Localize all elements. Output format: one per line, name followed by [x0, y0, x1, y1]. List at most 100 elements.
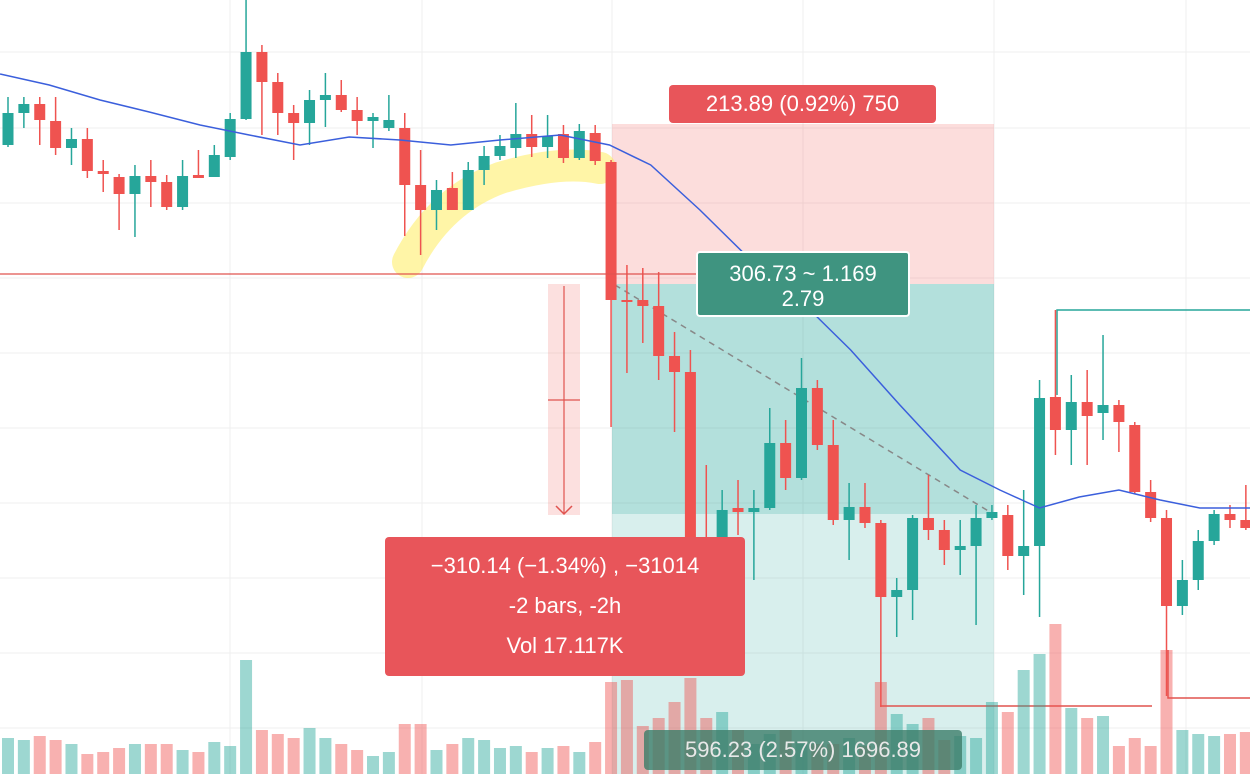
volume-bar [541, 748, 554, 774]
candle-body [288, 113, 300, 123]
volume-bar [335, 744, 348, 774]
volume-bar [493, 748, 506, 774]
candle-body [1176, 580, 1188, 606]
candle-body [1208, 514, 1220, 541]
candle-body [526, 134, 538, 147]
candle-body [811, 388, 823, 445]
volume-bar [1176, 730, 1189, 774]
volume-bar [620, 680, 633, 774]
volume-bar [1223, 734, 1236, 774]
volume-bar [255, 730, 268, 774]
candle-body [224, 119, 236, 157]
candle-body [986, 512, 998, 518]
volume-bar [208, 742, 221, 774]
volume-bar [1112, 746, 1125, 774]
candle-body [97, 171, 109, 174]
volume-bar [1017, 670, 1030, 774]
candle-body [1240, 520, 1250, 528]
volume-bar [462, 738, 475, 774]
candle-body [891, 590, 903, 597]
candle-body [161, 182, 173, 207]
volume-bar [81, 754, 94, 774]
candle-body [780, 443, 792, 478]
candle-body [1097, 405, 1109, 413]
candle-body [1145, 492, 1157, 518]
candle-body [907, 518, 919, 590]
candle-body [81, 139, 93, 171]
candle-body [716, 510, 728, 545]
candle-body [843, 507, 855, 520]
volume-bar [1097, 716, 1110, 774]
candle-body [827, 445, 839, 520]
volume-bar [128, 744, 141, 774]
ratio-text: 2.79 [781, 286, 825, 312]
volume-bar [224, 746, 237, 774]
volume-bar [303, 728, 316, 774]
ratio-label: 306.73 ~ 1.169 2.79 [696, 251, 910, 317]
volume-bar [113, 748, 126, 774]
measure-text: -2 bars, -2h [508, 593, 622, 618]
candle-body [351, 110, 363, 121]
volume-bar [287, 738, 300, 774]
candle-body [430, 190, 442, 210]
candle-body [1081, 402, 1093, 416]
candle-body [653, 306, 665, 356]
volume-bar [351, 750, 364, 774]
candle-body [684, 372, 696, 560]
volume-bar [430, 750, 443, 774]
candle-body [875, 523, 887, 597]
candle-body [272, 82, 284, 113]
volume-bar [1144, 746, 1157, 774]
volume-bar [97, 752, 110, 774]
candle-body [557, 134, 569, 158]
target-line [1056, 309, 1250, 395]
candle-body [938, 530, 950, 550]
candle-body [256, 52, 268, 82]
candle-body [621, 300, 633, 302]
volume-bar [478, 740, 491, 774]
candle-body [510, 134, 522, 148]
volume-bar [573, 752, 586, 774]
candle-body [113, 177, 125, 194]
volume-bar [192, 752, 205, 774]
candle-body [542, 136, 554, 147]
volume-bar [49, 740, 62, 774]
volume-bar [1049, 624, 1062, 774]
candle-body [478, 156, 490, 170]
candle-body [494, 146, 506, 156]
candle-body [1002, 515, 1014, 556]
volume-bar [414, 724, 427, 774]
candle-body [605, 162, 617, 300]
candle-body [145, 176, 157, 182]
candle-body [796, 388, 807, 478]
volume-bar [446, 744, 459, 774]
volume-bar [1160, 650, 1173, 774]
ruler-arrow [555, 505, 573, 516]
measure-text: −310.14 (−1.34%) , −31014 [430, 553, 700, 578]
volume-bar [970, 738, 983, 774]
volume-bar [1001, 712, 1014, 774]
candle-body [1065, 402, 1077, 430]
stop-label: 596.23 (2.57%) 1696.89 [644, 730, 962, 770]
volume-bar [1033, 654, 1046, 774]
candle-body [415, 185, 427, 210]
volume-bar [509, 746, 522, 774]
volume-bar [160, 744, 173, 774]
candle-body [1192, 541, 1204, 580]
volume-bar [17, 740, 30, 774]
candle-body [319, 95, 331, 100]
candle-body [2, 113, 14, 145]
ratio-text: 306.73 ~ 1.169 [729, 261, 877, 286]
volume-bar [2, 738, 14, 774]
candle-body [1224, 514, 1236, 520]
moving-average [0, 73, 1250, 509]
target-label: 213.89 (0.92%) 750 [669, 85, 936, 123]
measure-text: Vol 17.117K [506, 633, 624, 658]
candle-body [304, 100, 316, 123]
candle-body [748, 508, 760, 512]
volume-bar [605, 682, 618, 774]
volume-bar [367, 756, 380, 774]
volume-bar [1065, 708, 1078, 774]
candle-body [18, 104, 30, 113]
